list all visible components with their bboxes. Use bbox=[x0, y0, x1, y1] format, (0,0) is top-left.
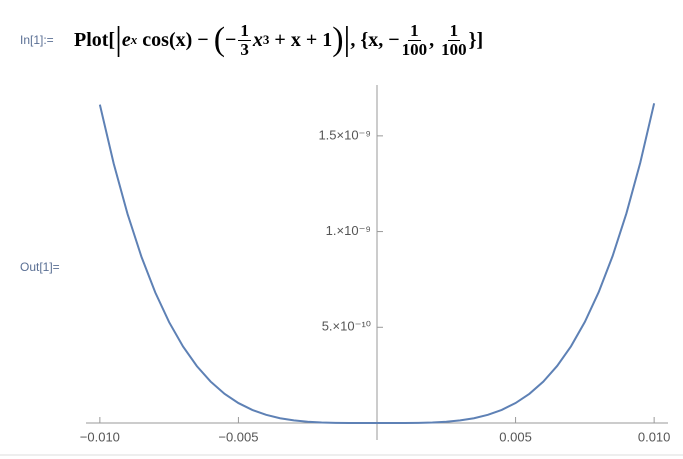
expr-part: Plot[ bbox=[74, 28, 116, 51]
expr-part: ( bbox=[213, 21, 226, 58]
expr-part: 1 bbox=[447, 20, 461, 41]
expr-part: 3 bbox=[240, 39, 249, 59]
expr-part: x bbox=[130, 32, 138, 47]
x-tick-label: −0.005 bbox=[218, 429, 258, 444]
expr-part: x, − bbox=[368, 28, 400, 51]
x-tick-label: 0.010 bbox=[638, 429, 671, 444]
input-label: In[1]:= bbox=[20, 33, 54, 47]
output-label: Out[1]= bbox=[20, 260, 60, 274]
expr-part: + x + 1 bbox=[269, 28, 333, 51]
expr-part: ] bbox=[476, 28, 484, 51]
expr-part: e bbox=[121, 28, 131, 51]
expr-part: , bbox=[429, 28, 440, 51]
expr-part: 3 bbox=[262, 32, 270, 47]
x-tick-label: −0.010 bbox=[80, 429, 120, 444]
curve bbox=[98, 103, 656, 424]
expr-part: − bbox=[225, 28, 237, 51]
expr-part: 100 bbox=[441, 39, 467, 59]
y-tick-label: 1.×10⁻⁹ bbox=[326, 223, 371, 238]
expr-part: 1 bbox=[238, 20, 251, 41]
fraction: 1 100 bbox=[401, 20, 428, 59]
expr-part: ) bbox=[332, 21, 344, 58]
y-tick-label: 1.5×10⁻⁹ bbox=[318, 127, 371, 142]
fraction: 1 100 bbox=[441, 20, 467, 59]
expr-part: } bbox=[468, 28, 477, 51]
expr-part: 100 bbox=[401, 39, 428, 59]
expr-part: | bbox=[115, 21, 122, 58]
y-tick-label: 5.×10⁻¹⁰ bbox=[322, 319, 371, 334]
expr-part: 1 bbox=[408, 20, 421, 41]
expr-part: cos(x) − bbox=[137, 28, 214, 51]
expr-part: , { bbox=[350, 28, 369, 51]
x-tick-label: 0.005 bbox=[499, 429, 532, 444]
expr-part: | bbox=[343, 21, 351, 58]
expr-part: x bbox=[252, 28, 263, 51]
